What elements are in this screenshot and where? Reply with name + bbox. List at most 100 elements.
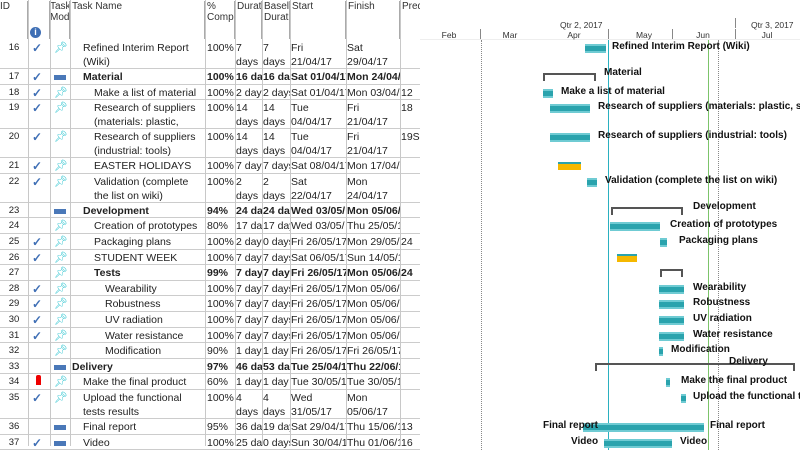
row-base[interactable]: 14 days	[263, 131, 286, 158]
row-dur[interactable]: 4 days	[236, 392, 259, 418]
row-percent-complete[interactable]: 100%	[207, 298, 234, 311]
row-task-name[interactable]: Creation of prototypes	[94, 220, 198, 233]
row-start[interactable]: Tue 04/04/17	[291, 102, 332, 129]
gantt-bar-24[interactable]	[610, 222, 660, 232]
table-row[interactable]: 25 ✓ 📌︎ Packaging plans 100%2 days0 daysFri …	[0, 234, 420, 250]
row-task-name[interactable]: STUDENT WEEK	[94, 251, 178, 264]
col-id[interactable]: ID	[0, 1, 28, 39]
row-start[interactable]: Wed 03/05/	[291, 220, 345, 233]
row-finish[interactable]: Mon 29/05/	[347, 236, 400, 248]
row-base[interactable]: 4 days	[263, 392, 286, 418]
gantt-summary-23[interactable]	[611, 206, 683, 215]
row-base[interactable]: 53 days	[263, 360, 290, 373]
row-percent-complete[interactable]: 100%	[207, 392, 234, 404]
row-percent-complete[interactable]: 100%	[207, 314, 234, 326]
row-start[interactable]: Sat 29/04/17	[291, 421, 346, 433]
row-percent-complete[interactable]: 100%	[207, 71, 234, 83]
row-percent-complete[interactable]: 99%	[207, 267, 229, 280]
row-dur[interactable]: 7 days	[236, 160, 262, 173]
gantt-bar-32[interactable]	[659, 347, 663, 357]
row-base[interactable]: 17 days	[263, 220, 290, 233]
gantt-bar-26[interactable]	[617, 253, 637, 262]
row-task-name[interactable]: Video	[83, 436, 110, 449]
row-task-name[interactable]: Research of suppliers (industrial: tools…	[94, 131, 196, 158]
row-start[interactable]: Fri 26/05/17	[291, 314, 346, 326]
col-start[interactable]: Start	[290, 1, 346, 39]
row-start[interactable]: Sat 06/05/17	[291, 251, 346, 264]
row-base[interactable]: 7 days	[263, 267, 290, 280]
table-row[interactable]: 32 📌︎ Modification 90% 1 day 1 day Fri 26/05/1…	[0, 343, 420, 359]
row-base[interactable]: 0 days	[263, 436, 290, 449]
row-pred[interactable]: 18	[401, 102, 413, 115]
row-finish[interactable]: Thu 15/06/1	[347, 421, 400, 433]
col-task-name[interactable]: Task Name	[70, 1, 205, 39]
row-dur[interactable]: 24 days	[236, 204, 262, 217]
row-task-name[interactable]: Delivery	[72, 360, 113, 373]
row-base[interactable]: 2 days	[263, 175, 286, 202]
row-percent-complete[interactable]: 94%	[207, 204, 229, 217]
row-task-name[interactable]: Robustness	[105, 298, 161, 311]
gantt-bar-19[interactable]	[550, 104, 590, 114]
row-base[interactable]: 7 days	[263, 298, 290, 311]
row-base[interactable]: 7 days	[263, 329, 290, 342]
row-dur[interactable]: 1 day	[236, 345, 262, 358]
row-dur[interactable]: 14 days	[236, 102, 259, 129]
row-finish[interactable]: Mon 05/06/	[347, 282, 400, 295]
table-row[interactable]: 37 ✓ Video 100%25 days0 daysSun 30/04/1Thu …	[0, 435, 420, 451]
row-finish[interactable]: Mon 03/04/	[347, 86, 400, 99]
gantt-bar-30[interactable]	[659, 316, 684, 325]
gantt-bar-20[interactable]	[550, 133, 590, 143]
gantt-summary-27[interactable]	[660, 269, 683, 278]
row-dur[interactable]: 7 days	[236, 329, 262, 342]
row-finish[interactable]: Mon 05/06/	[347, 298, 400, 311]
row-finish[interactable]: Mon 05/06/	[347, 329, 400, 342]
row-percent-complete[interactable]: 90%	[207, 345, 229, 358]
gantt-summary-33[interactable]	[595, 362, 795, 371]
gantt-bar-34[interactable]	[666, 378, 670, 388]
row-finish[interactable]: Mon 05/06/	[347, 267, 400, 280]
row-finish[interactable]: Mon 05/06/	[347, 314, 400, 326]
row-base[interactable]: 1 day	[263, 376, 289, 389]
row-task-name[interactable]: Material	[83, 71, 123, 83]
row-start[interactable]: Tue 04/04/17	[291, 131, 332, 158]
row-base[interactable]: 7 days	[263, 160, 290, 173]
row-base[interactable]: 16 days	[263, 71, 290, 83]
row-percent-complete[interactable]: 100%	[207, 102, 234, 115]
row-finish[interactable]: Mon 05/06/	[347, 204, 400, 217]
table-row[interactable]: 34 📌︎ Make the final product 60% 1 day 1 day T…	[0, 374, 420, 390]
row-task-name[interactable]: EASTER HOLIDAYS	[94, 160, 192, 173]
gantt-bar-31[interactable]	[659, 331, 684, 341]
row-base[interactable]: 2 days	[263, 86, 290, 99]
row-task-name[interactable]: Tests	[94, 267, 121, 280]
col-predecessors[interactable]: Pred	[402, 1, 420, 12]
row-start[interactable]: Fri 26/05/17	[291, 298, 346, 311]
row-dur[interactable]: 36 days	[236, 421, 262, 433]
row-pred[interactable]: 24	[401, 267, 413, 280]
row-finish[interactable]: Fri 26/05/17	[347, 345, 400, 358]
row-finish[interactable]: Tue 30/05/1	[347, 376, 400, 389]
row-start[interactable]: Fri 26/05/17	[291, 282, 346, 295]
gantt-summary-17[interactable]	[543, 73, 596, 81]
row-start[interactable]: Tue 30/05/1	[291, 376, 346, 389]
row-task-name[interactable]: Development	[83, 204, 149, 217]
row-pred[interactable]: 19SS	[401, 131, 420, 144]
row-percent-complete[interactable]: 95%	[207, 421, 229, 433]
table-row[interactable]: 22 ✓ 📌︎ Validation (complete the list on wi…	[0, 174, 420, 203]
gantt-bar-36[interactable]	[583, 423, 704, 432]
row-start[interactable]: Fri 26/05/17	[291, 345, 346, 358]
row-start[interactable]: Sat 01/04/17	[291, 71, 346, 83]
row-pred[interactable]: 13	[401, 421, 413, 433]
row-base[interactable]: 19 days	[263, 421, 290, 433]
row-dur[interactable]: 7 days	[236, 298, 262, 311]
col-finish[interactable]: Finish	[346, 1, 400, 39]
row-start[interactable]: Sat 22/04/17	[291, 175, 332, 202]
row-percent-complete[interactable]: 100%	[207, 86, 234, 99]
row-task-name[interactable]: Validation (complete the list on wiki)	[94, 175, 189, 202]
